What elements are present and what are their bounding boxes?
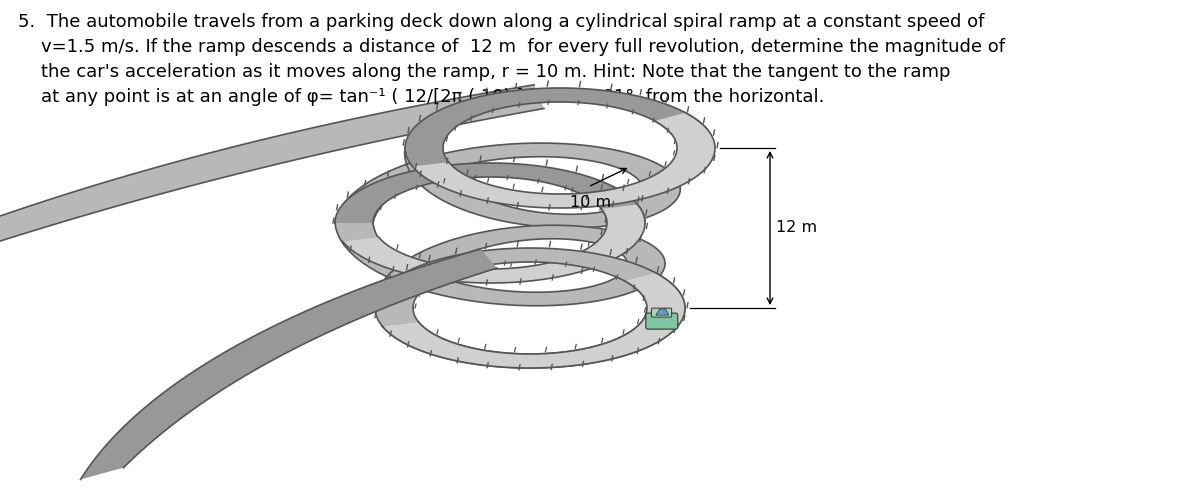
Polygon shape (342, 205, 644, 283)
Polygon shape (655, 309, 668, 315)
Text: 5.  The automobile travels from a parking deck down along a cylindrical spiral r: 5. The automobile travels from a parking… (18, 13, 984, 31)
Polygon shape (80, 249, 497, 480)
Polygon shape (335, 143, 680, 228)
Text: 10 m: 10 m (570, 195, 611, 210)
Polygon shape (0, 85, 544, 317)
Polygon shape (413, 113, 715, 208)
FancyBboxPatch shape (646, 313, 678, 329)
Polygon shape (376, 248, 685, 368)
Polygon shape (383, 273, 685, 368)
FancyBboxPatch shape (652, 308, 672, 317)
Text: at any point is at an angle of φ= tan⁻¹ ( 12/[2π ( 10) ] )  =  10.81°  from the : at any point is at an angle of φ= tan⁻¹ … (18, 88, 824, 106)
Text: 12 m: 12 m (776, 220, 817, 236)
Polygon shape (406, 88, 708, 167)
Polygon shape (335, 223, 665, 308)
Text: v=1.5 m/s. If the ramp descends a distance of  12 m  for every full revolution, : v=1.5 m/s. If the ramp descends a distan… (18, 38, 1006, 56)
Text: the car's acceleration as it moves along the ramp, r = 10 m. Hint: Note that the: the car's acceleration as it moves along… (18, 63, 950, 81)
Polygon shape (335, 163, 646, 223)
